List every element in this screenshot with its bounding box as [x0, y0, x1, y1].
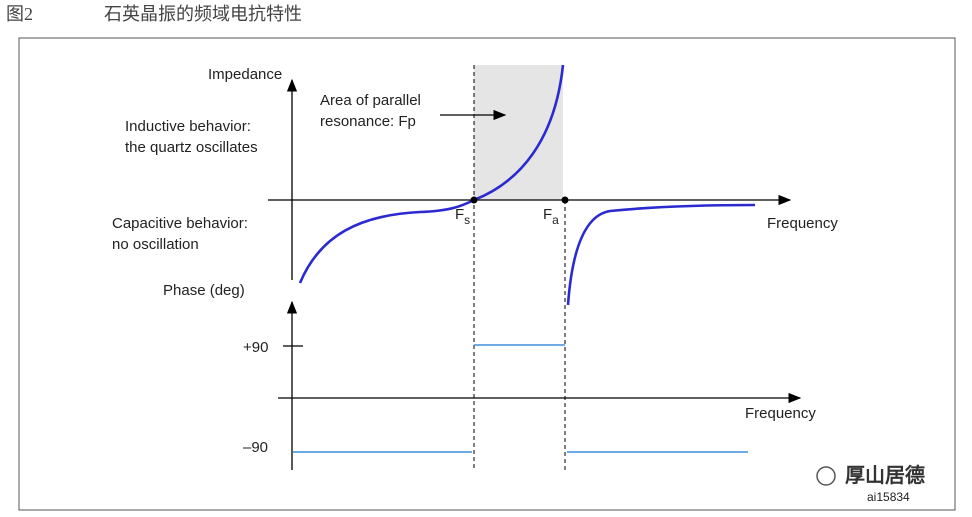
figure-code: ai15834 [867, 490, 910, 504]
capacitive-label: no oscillation [112, 236, 199, 253]
watermark: 厚山居德 [845, 463, 925, 487]
inductive-label: the quartz oscillates [125, 139, 258, 156]
impedance-curve-right [566, 203, 756, 306]
fs-label: Fs [455, 206, 470, 227]
resonance-area [474, 65, 563, 200]
annotation: resonance: Fp [320, 113, 416, 130]
frame [18, 37, 956, 511]
frequency-label: Frequency [767, 215, 838, 232]
fa-label: Fa [543, 206, 559, 227]
figure-title: 石英晶振的频域电抗特性 [104, 4, 302, 24]
minus-label: –90 [243, 439, 268, 456]
watermark-icon [816, 466, 836, 486]
fa-point [561, 196, 569, 204]
phase-label: Phase (deg) [163, 282, 245, 299]
phase-frequency-label: Frequency [745, 405, 816, 422]
impedance-curve-left [298, 64, 565, 284]
fs-point [470, 196, 478, 204]
capacitive-label: Capacitive behavior: [112, 215, 248, 232]
impedance-label: Impedance [208, 66, 282, 83]
annotation: Area of parallel [320, 92, 421, 109]
figure-number: 图2 [6, 4, 33, 24]
plus-label: +90 [243, 339, 268, 356]
inductive-label: Inductive behavior: [125, 118, 251, 135]
